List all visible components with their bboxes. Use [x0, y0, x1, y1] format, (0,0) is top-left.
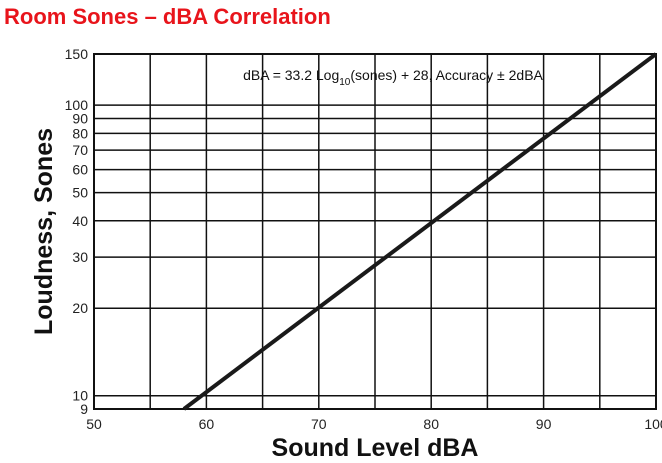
formula-prefix: dBA = 33.2 Log — [243, 67, 339, 83]
x-tick-label: 60 — [199, 416, 215, 432]
y-tick-label: 100 — [65, 97, 89, 113]
y-tick-label: 90 — [72, 110, 88, 126]
y-tick-label: 10 — [72, 388, 88, 404]
grid-lines — [94, 54, 656, 409]
x-tick-labels: 50 60 70 80 90 100 — [86, 416, 662, 432]
plot-frame — [93, 53, 657, 410]
chart-title: Room Sones – dBA Correlation — [4, 4, 331, 29]
y-tick-label: 60 — [72, 162, 88, 178]
y-tick-label: 80 — [72, 125, 88, 141]
y-tick-label: 30 — [72, 249, 88, 265]
y-tick-label: 20 — [72, 300, 88, 316]
y-tick-label: 70 — [72, 142, 88, 158]
y-tick-label: 50 — [72, 185, 88, 201]
x-tick-label: 80 — [423, 416, 439, 432]
y-tick-label: 40 — [72, 213, 88, 229]
x-axis-label: Sound Level dBA — [272, 434, 479, 462]
y-tick-label: 150 — [65, 46, 89, 62]
formula-suffix: (sones) + 28, Accuracy ± 2dBA — [350, 67, 543, 83]
y-tick-label: 9 — [80, 401, 88, 417]
formula-annotation: dBA = 33.2 Log10(sones) + 28, Accuracy ±… — [243, 67, 543, 88]
x-tick-label: 90 — [536, 416, 552, 432]
series-line — [182, 52, 658, 411]
y-axis-label: Loudness, Sones — [30, 128, 58, 335]
x-tick-label: 70 — [311, 416, 327, 432]
x-tick-label: 50 — [86, 416, 102, 432]
formula-subscript: 10 — [339, 77, 351, 88]
series-layer — [182, 52, 658, 411]
x-tick-label: 100 — [644, 416, 662, 432]
